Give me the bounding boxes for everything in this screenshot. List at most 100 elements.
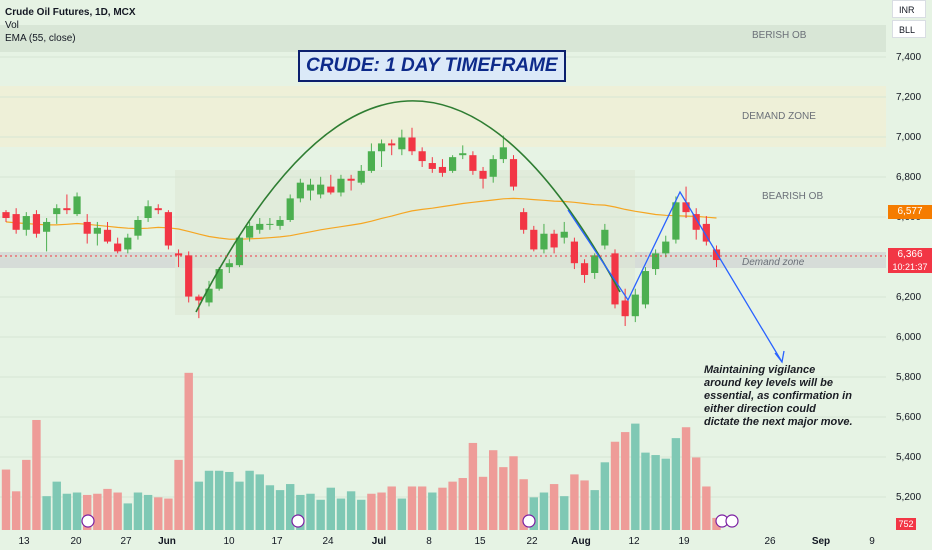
volume-bar [600, 462, 610, 530]
volume-bar [204, 470, 214, 530]
volume-bar [306, 493, 315, 530]
candle-body [327, 186, 335, 193]
volume-last-tag: 752 [896, 518, 916, 530]
volume-bar [519, 479, 528, 530]
volume-bar [255, 474, 264, 530]
symbol-legend[interactable]: Crude Oil Futures, 1D, MCX [5, 7, 136, 18]
candle-body [185, 255, 193, 297]
currency-inr[interactable]: INR [892, 0, 926, 18]
candle-body [22, 216, 30, 230]
volume-bar [143, 494, 153, 530]
candle-body [499, 147, 507, 160]
candle-body [438, 166, 447, 173]
time-tick-label: 22 [526, 536, 538, 547]
time-tick-label: 10 [223, 536, 235, 547]
arrow-head [774, 350, 785, 364]
event-marker-icon [81, 514, 95, 528]
volume-bar [164, 498, 173, 530]
volume-bar [265, 485, 275, 530]
price-axis-bg [886, 0, 932, 550]
time-tick-label: 8 [426, 536, 432, 547]
candle-body [662, 241, 670, 254]
price-tick-label: 6,800 [896, 172, 921, 183]
candle-body [256, 223, 264, 230]
ema-line-layer [5, 197, 717, 240]
volume-bar [52, 481, 61, 530]
candle-body [459, 153, 467, 156]
candle-body [611, 253, 619, 305]
volume-bar [529, 497, 538, 530]
candle-body [641, 271, 650, 305]
candle-body [225, 263, 233, 268]
volume-bar [316, 499, 325, 530]
candle-body [509, 159, 518, 187]
volume-bar [438, 487, 447, 530]
demand-zone-upper-label: DEMAND ZONE [742, 111, 816, 122]
volume-legend[interactable]: Vol [5, 20, 19, 31]
time-tick-label: 13 [18, 536, 30, 547]
volume-bar [590, 490, 599, 530]
candle-body [83, 221, 91, 234]
volume-bar [580, 480, 589, 530]
candle-body [235, 237, 244, 266]
volume-bar [286, 484, 295, 530]
candle-body [286, 198, 294, 220]
chart-title-annotation[interactable]: CRUDE: 1 DAY TIMEFRAME [298, 50, 566, 82]
candle-body [469, 155, 477, 171]
demand-zone-lower-label: Demand zone [742, 257, 805, 268]
volume-bar [397, 498, 407, 530]
price-axis: 7,4007,2007,0006,8006,6006,4006,2006,000… [886, 0, 932, 550]
ema-legend[interactable]: EMA (55, close) [5, 33, 76, 44]
candle-body [580, 263, 589, 275]
volume-bar [620, 432, 630, 530]
price-tick-label: 5,600 [896, 412, 921, 423]
volume-bar [428, 492, 437, 530]
volume-bar [296, 494, 305, 530]
candle-body [631, 294, 639, 317]
candle-body [246, 225, 254, 238]
volume-bar [22, 459, 31, 530]
candle-body [530, 229, 538, 250]
candle-body [205, 288, 213, 303]
candle-body [2, 212, 10, 219]
volume-bar [225, 471, 234, 530]
candle-body [296, 182, 304, 199]
candle-body [276, 219, 284, 226]
candle-body [337, 178, 345, 193]
candle-body [154, 208, 162, 211]
volume-bar [194, 481, 204, 530]
candle-body [652, 253, 660, 270]
currency-bll[interactable]: BLL [892, 20, 926, 38]
time-tick-label: 12 [628, 536, 640, 547]
volume-bar [62, 493, 72, 530]
candle-body [418, 151, 426, 162]
volume-bar [275, 490, 285, 530]
volume-bar [154, 497, 163, 530]
volume-bar [549, 484, 559, 530]
time-tick-label: Jun [158, 536, 176, 547]
volume-bar [448, 481, 457, 530]
range-shade [175, 170, 635, 315]
time-axis: 13 20 27 Jun 10 17 24 Jul 8 15 22 Aug 12 19 26 Sep 9 [18, 536, 875, 547]
volume-bar [93, 493, 102, 530]
volume-bar [671, 438, 681, 530]
candle-body [347, 178, 355, 181]
volume-bar [681, 427, 691, 530]
candle-body [367, 151, 375, 171]
volume-bar [570, 474, 579, 530]
candle-body [12, 214, 20, 230]
volume-bar [367, 493, 376, 530]
volume-bar [42, 496, 51, 530]
candle-body [357, 170, 365, 183]
time-tick-label: Jul [372, 536, 387, 547]
volume-bar [631, 423, 640, 530]
candle-body [672, 202, 680, 240]
volume-bar [692, 457, 701, 530]
volume-bar [509, 456, 518, 530]
candle-body [591, 255, 599, 273]
volume-bar [702, 486, 711, 530]
candle-body [489, 159, 497, 177]
time-tick-label: 26 [764, 536, 776, 547]
